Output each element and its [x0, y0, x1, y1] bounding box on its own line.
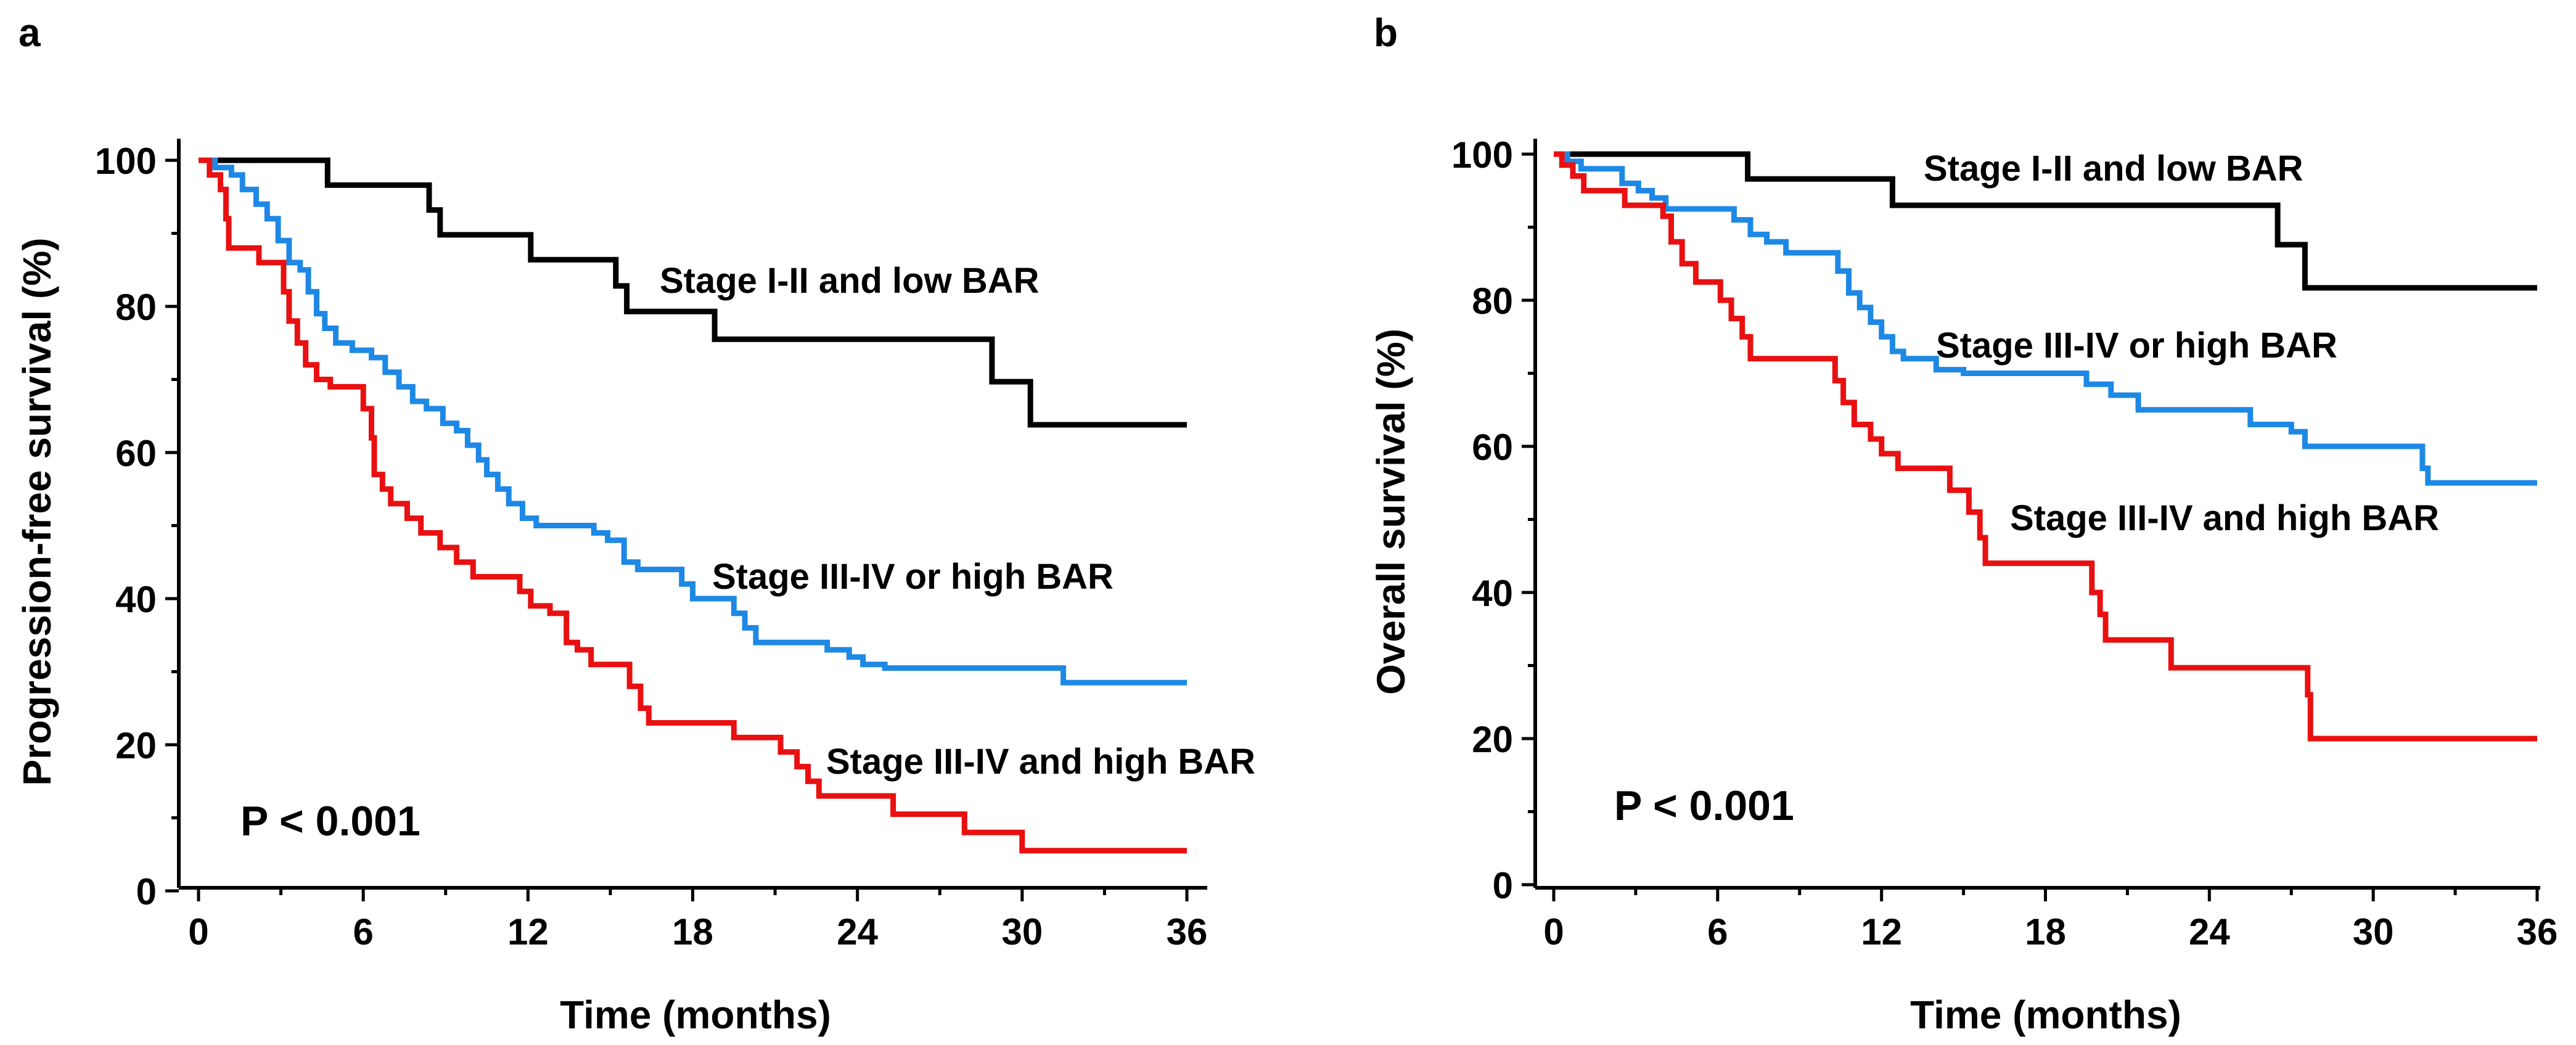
- panel-label: b: [1374, 10, 1398, 55]
- y-tick-label: 100: [1451, 134, 1513, 176]
- x-tick-label: 6: [1707, 911, 1728, 953]
- panel-b: b 0 20 40 60 80 100 0 6 12 18 24 30 36 Time (months) Ov…: [1369, 10, 2558, 1037]
- x-tick-label: 24: [837, 911, 878, 953]
- km-curve-stage-iii-iv-high-bar: [199, 157, 1187, 854]
- km-curve-stage-iii-iv-high-bar: [1554, 151, 2537, 742]
- y-tick-label: 60: [115, 433, 157, 474]
- km-curve-stage-i-ii-low-bar: [1554, 151, 2537, 291]
- x-tick-label: 12: [507, 911, 549, 953]
- y-tick-label: 0: [1493, 865, 1513, 906]
- x-axis-label: Time (months): [560, 993, 831, 1037]
- p-value-text: P < 0.001: [240, 798, 420, 845]
- curve-label-stage-i-ii-low-bar: Stage I-II and low BAR: [1924, 149, 2303, 189]
- y-tick-label: 20: [1472, 719, 1513, 760]
- x-axis-label: Time (months): [1910, 993, 2181, 1037]
- x-tick-label: 18: [672, 911, 713, 953]
- panel-label: a: [18, 10, 41, 55]
- x-tick-label: 36: [2517, 911, 2558, 953]
- y-tick-label: 80: [1472, 281, 1513, 322]
- curve-label-stage-iii-iv-high-bar: Stage III-IV and high BAR: [2010, 498, 2439, 538]
- y-tick-label: 20: [115, 725, 157, 766]
- km-curve-stage-i-ii-low-bar: [199, 157, 1187, 428]
- curve-label-stage-iii-iv-or-high-bar: Stage III-IV or high BAR: [712, 557, 1114, 597]
- p-value-text: P < 0.001: [1614, 782, 1794, 829]
- x-tick-label: 6: [353, 911, 373, 953]
- panel-a: a 0 20 40 60 80 100 0 6 12 18 24 30 36 Time (months) Pr…: [15, 10, 1255, 1037]
- x-tick-label: 0: [188, 911, 208, 953]
- y-tick-label: 60: [1472, 427, 1513, 468]
- y-axis-label: Overall survival (%): [1369, 329, 1413, 695]
- x-tick-label: 30: [1001, 911, 1043, 953]
- x-tick-label: 0: [1543, 911, 1564, 953]
- curve-label-stage-i-ii-low-bar: Stage I-II and low BAR: [660, 261, 1040, 301]
- km-curve-stage-iii-iv-or-high-bar: [1554, 151, 2537, 486]
- y-axis-label: Progression-free survival (%): [15, 237, 59, 785]
- y-tick-label: 0: [136, 871, 157, 912]
- y-tick-label: 40: [1472, 573, 1513, 614]
- y-tick-label: 80: [115, 287, 157, 328]
- curve-label-stage-iii-iv-or-high-bar: Stage III-IV or high BAR: [1936, 326, 2337, 366]
- x-tick-label: 12: [1861, 911, 1902, 953]
- curve-label-stage-iii-iv-high-bar: Stage III-IV and high BAR: [826, 742, 1255, 782]
- x-tick-label: 24: [2189, 911, 2230, 953]
- km-curve-stage-iii-iv-or-high-bar: [199, 157, 1187, 686]
- x-tick-label: 30: [2353, 911, 2394, 953]
- y-tick-label: 100: [95, 141, 157, 182]
- x-tick-label: 36: [1167, 911, 1208, 953]
- y-tick-label: 40: [115, 579, 157, 620]
- x-tick-label: 18: [2025, 911, 2066, 953]
